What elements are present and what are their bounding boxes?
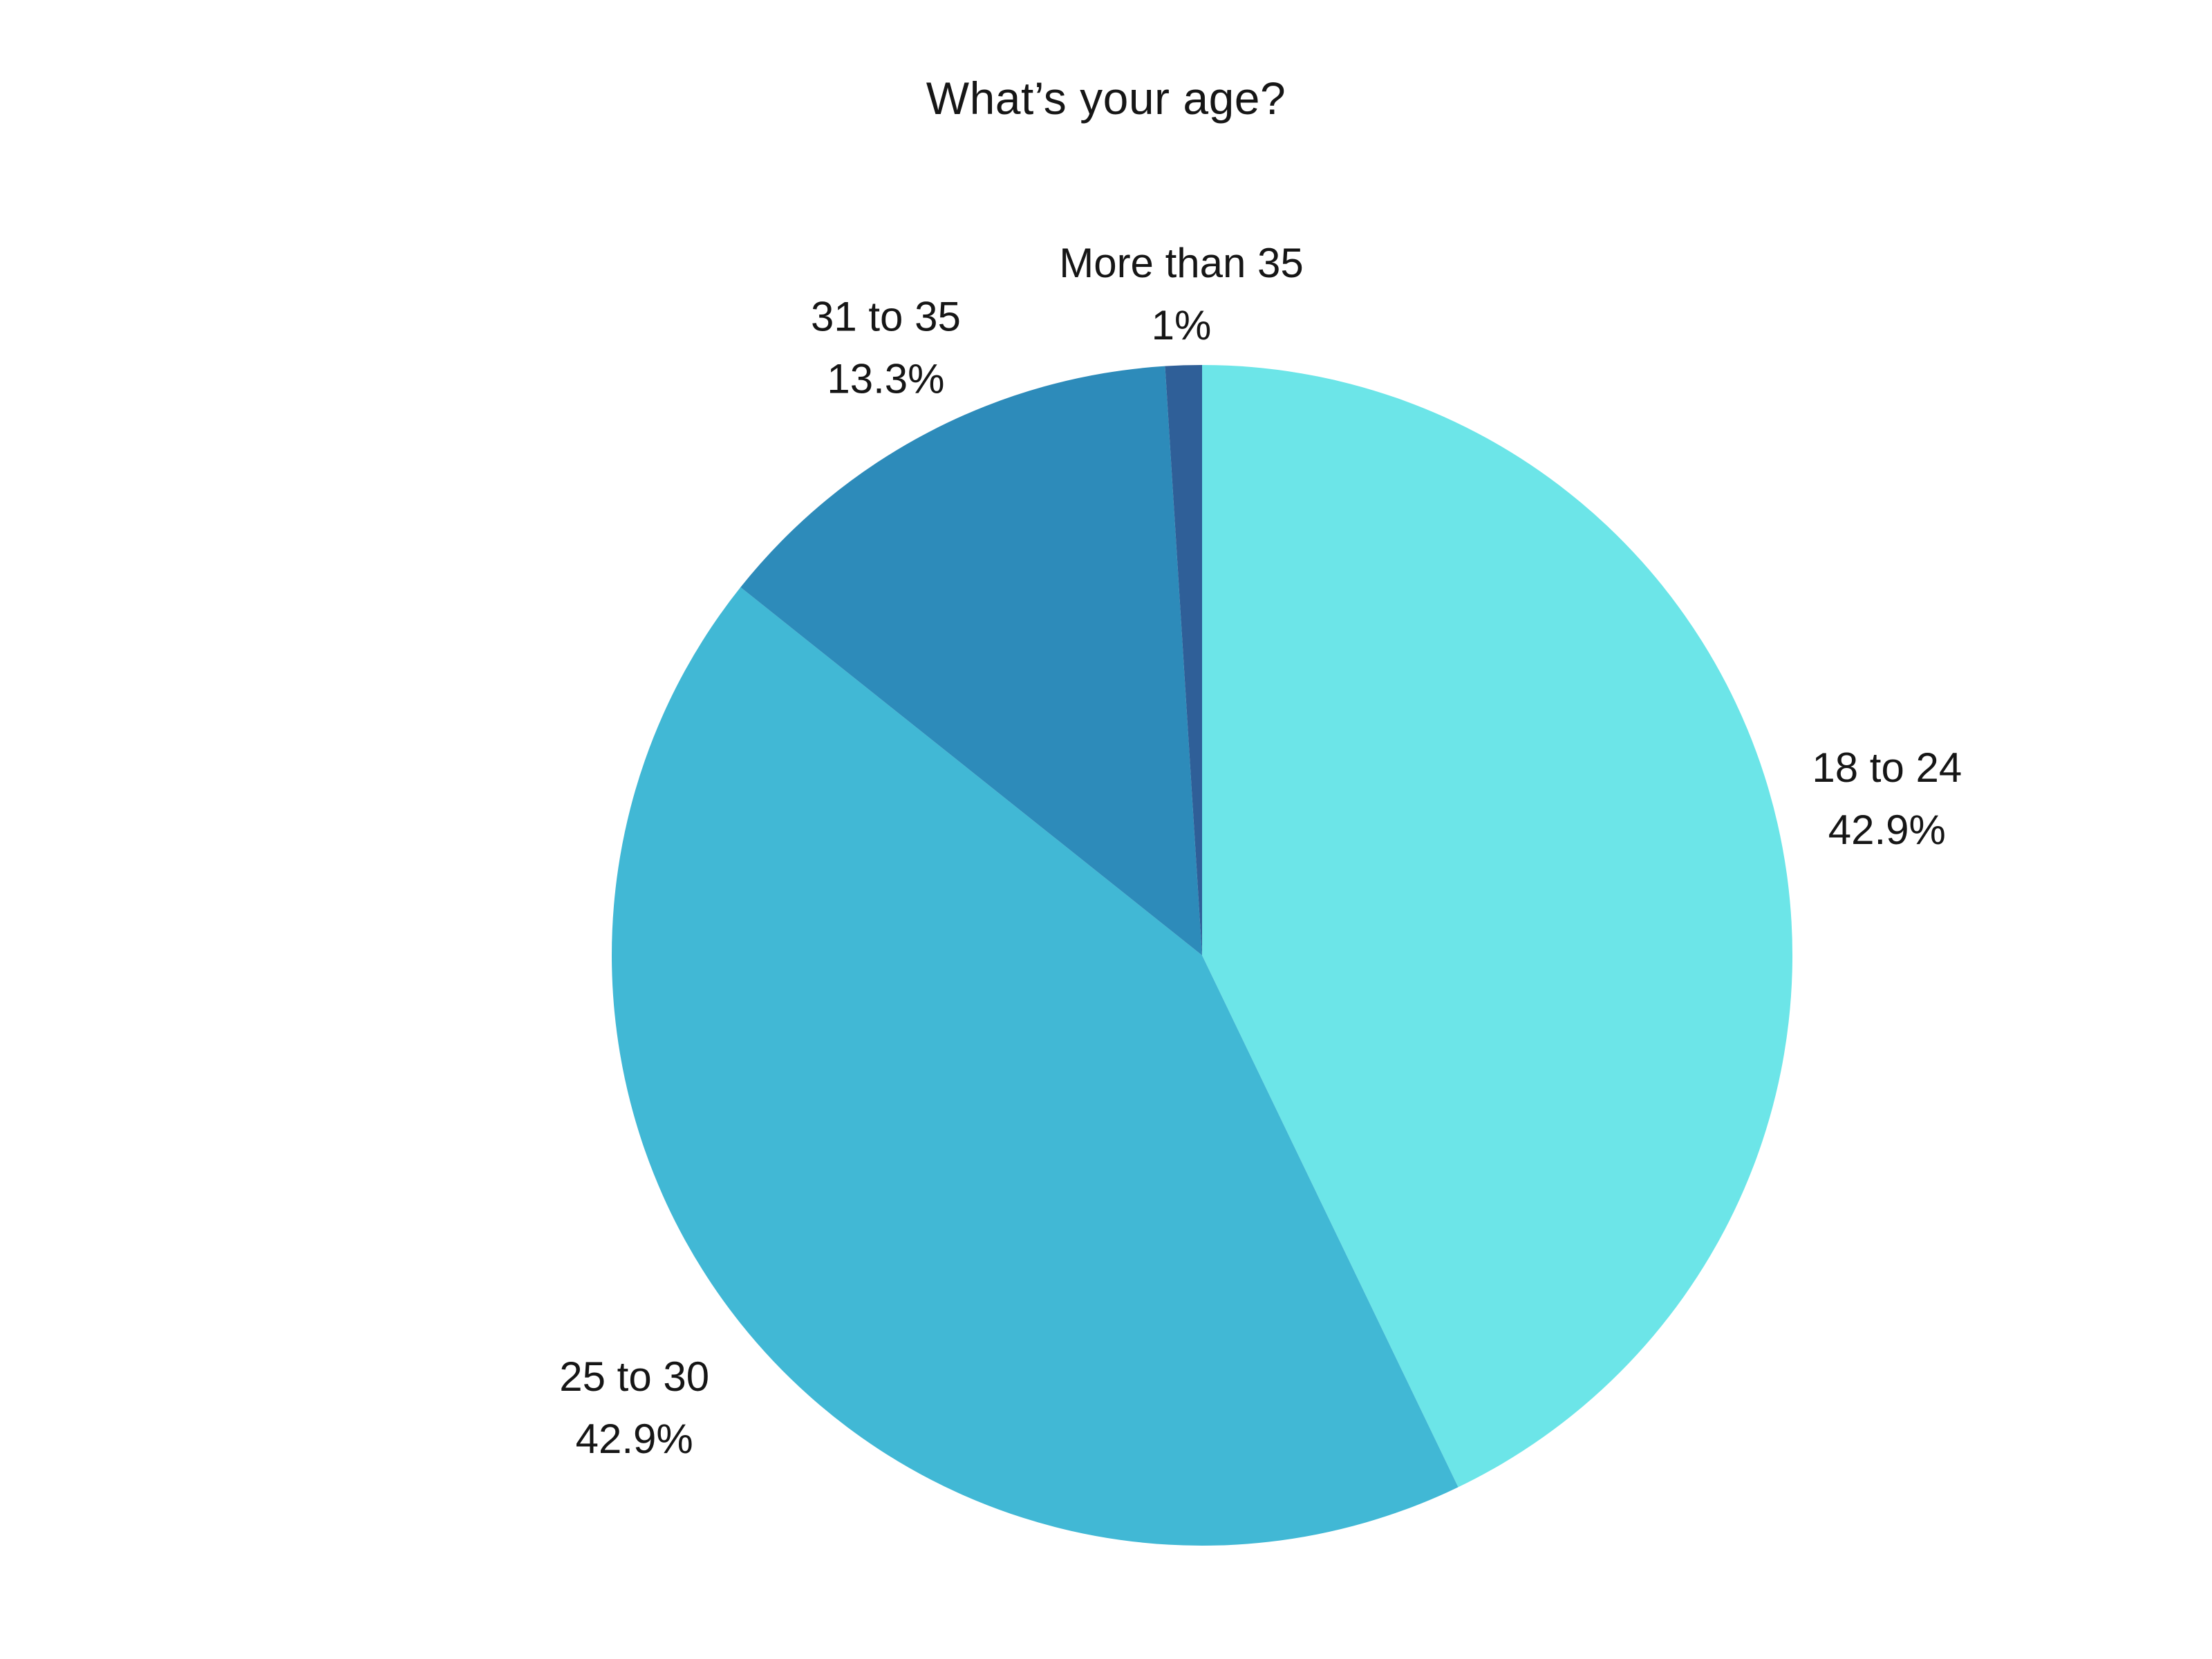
slice-percent-text: 42.9% (576, 1416, 693, 1462)
pie-slice-31-to-35 (740, 366, 1202, 955)
slice-category-text: 18 to 24 (1812, 744, 1962, 791)
slice-percent-text: 42.9% (1828, 807, 1946, 853)
slice-category-text: 25 to 30 (559, 1353, 709, 1400)
pie-slice-18-to-24 (1202, 365, 1793, 1488)
pie-slice-25-to-30 (612, 587, 1459, 1546)
chart-title: What’s your age? (926, 73, 1286, 124)
slice-category-text: More than 35 (1059, 240, 1304, 286)
slice-category-text: 31 to 35 (811, 293, 961, 339)
slice-label-31-to-35: 31 to 35 13.3% (811, 293, 961, 402)
slice-percent-text: 13.3% (827, 355, 944, 402)
slice-label-more-than-35: More than 35 1% (1059, 240, 1304, 348)
pie-slice-more-than-35 (1165, 365, 1202, 955)
slice-percent-text: 1% (1152, 302, 1212, 348)
slice-label-25-to-30: 25 to 30 42.9% (559, 1353, 709, 1462)
slice-label-18-to-24: 18 to 24 42.9% (1812, 744, 1962, 853)
